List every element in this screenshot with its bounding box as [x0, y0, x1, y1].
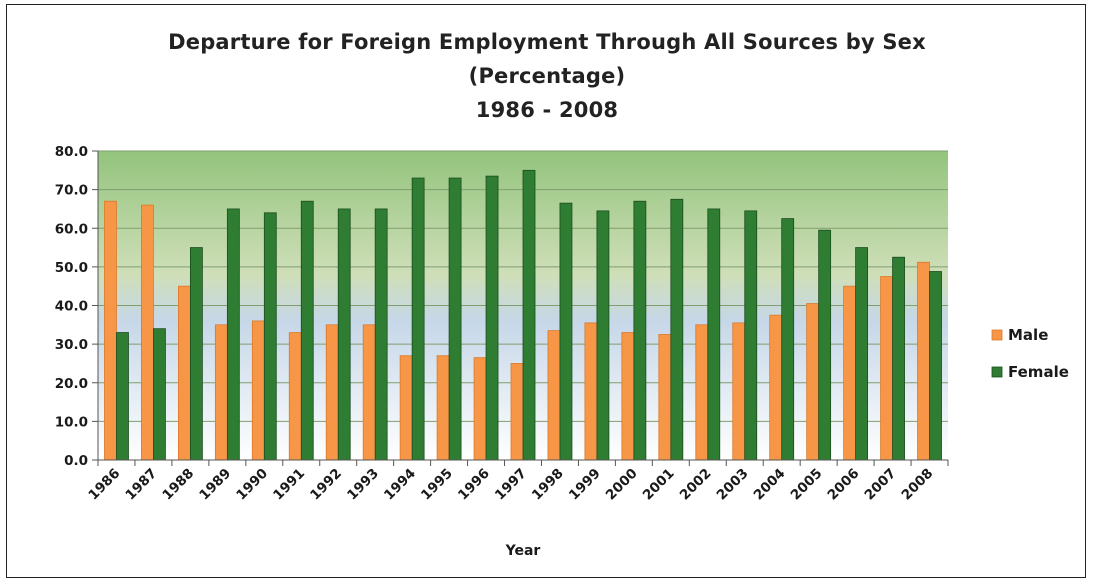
- bar-female-1989: [226, 208, 240, 461]
- bar-female-1992: [337, 208, 351, 461]
- x-tick-label: 1995: [418, 466, 456, 504]
- y-tick-label: 40.0: [55, 299, 88, 315]
- bar-female-1991: [300, 200, 314, 461]
- x-tick-label: 2003: [714, 466, 752, 504]
- bar-male-1999: [584, 322, 598, 461]
- x-tick-label: 1990: [233, 466, 271, 504]
- x-tick-label: 1993: [344, 466, 382, 504]
- legend-label-male: Male: [1008, 326, 1048, 344]
- bar-male-2002: [695, 324, 709, 461]
- bar-female-2006: [855, 247, 869, 461]
- bar-male-2005: [806, 303, 820, 461]
- x-tick-label: 2008: [898, 466, 936, 504]
- x-tick-label: 1992: [307, 466, 345, 504]
- bar-male-1992: [325, 324, 339, 461]
- bar-male-2008: [917, 261, 930, 461]
- bar-male-2006: [843, 285, 857, 461]
- bar-female-2002: [707, 208, 721, 461]
- x-tick-label: 1987: [122, 466, 160, 504]
- bar-female-1994: [411, 177, 425, 461]
- x-tick-label: 2002: [677, 466, 715, 504]
- y-tick-label: 10.0: [55, 414, 88, 430]
- bar-female-2003: [744, 210, 758, 461]
- x-axis-title: Year: [505, 543, 541, 559]
- y-tick-label: 60.0: [55, 221, 88, 237]
- bar-female-1993: [374, 208, 388, 461]
- bar-female-1987: [153, 328, 166, 461]
- x-tick-label: 2006: [825, 466, 863, 504]
- bar-female-2004: [781, 218, 795, 461]
- y-tick-label: 20.0: [55, 376, 88, 392]
- bar-female-1996: [485, 175, 499, 461]
- x-tick-label: 2001: [640, 466, 678, 504]
- y-tick-label: 30.0: [55, 337, 88, 353]
- bar-male-2007: [880, 276, 893, 461]
- bar-female-1997: [522, 169, 536, 461]
- x-tick-label: 1999: [566, 466, 604, 504]
- bar-male-1987: [141, 204, 154, 461]
- legend-swatch-male: [991, 329, 1003, 341]
- bar-female-1998: [559, 202, 573, 461]
- bar-female-2001: [670, 198, 684, 461]
- bar-female-1988: [189, 247, 203, 461]
- x-tick-label: 2004: [751, 466, 789, 504]
- bar-male-1996: [473, 357, 487, 461]
- bar-female-1986: [116, 332, 129, 461]
- bar-female-2005: [818, 229, 832, 461]
- x-tick-label: 2007: [862, 466, 900, 504]
- bar-male-2000: [621, 332, 635, 461]
- bar-male-2001: [658, 334, 672, 461]
- bar-male-1994: [399, 355, 413, 461]
- x-tick-label: 2000: [603, 466, 641, 504]
- legend-swatch-female: [991, 366, 1003, 378]
- chart-title: Departure for Foreign Employment Through…: [168, 30, 926, 54]
- bar-female-1999: [596, 210, 610, 461]
- x-tick-label: 1998: [529, 466, 567, 504]
- y-tick-label: 70.0: [55, 183, 88, 199]
- y-tick-label: 80.0: [55, 144, 88, 160]
- x-tick-label: 2005: [788, 466, 826, 504]
- bar-female-2000: [633, 200, 647, 461]
- bar-female-2007: [892, 256, 905, 461]
- bar-female-1990: [263, 212, 277, 461]
- bar-male-1991: [288, 332, 302, 461]
- y-tick-label: 50.0: [55, 260, 88, 276]
- x-tick-label: 1986: [85, 466, 123, 504]
- bar-male-1986: [104, 200, 117, 461]
- bar-male-2004: [769, 314, 783, 461]
- bar-male-1993: [362, 324, 376, 461]
- bar-female-1995: [448, 177, 462, 461]
- x-tick-label: 1994: [381, 466, 419, 504]
- legend: Male Female: [991, 326, 1069, 381]
- bar-male-1998: [547, 330, 561, 461]
- legend-label-female: Female: [1008, 363, 1069, 381]
- bar-male-1995: [436, 355, 450, 461]
- bar-male-1988: [177, 285, 191, 461]
- x-tick-label: 1988: [159, 466, 197, 504]
- bar-male-1989: [214, 324, 228, 461]
- bar-female-2008: [929, 271, 942, 461]
- bar-male-1997: [510, 363, 524, 461]
- x-tick-label: 1996: [455, 466, 493, 504]
- chart-year-range: 1986 - 2008: [475, 98, 619, 122]
- x-tick-label: 1997: [492, 466, 530, 504]
- chart-subtitle: (Percentage): [468, 64, 626, 88]
- y-tick-label: 0.0: [64, 453, 88, 469]
- x-tick-label: 1991: [270, 466, 308, 504]
- x-tick-label: 1989: [196, 466, 234, 504]
- bar-male-2003: [732, 322, 746, 461]
- bars: [104, 169, 942, 461]
- bar-male-1990: [251, 320, 265, 461]
